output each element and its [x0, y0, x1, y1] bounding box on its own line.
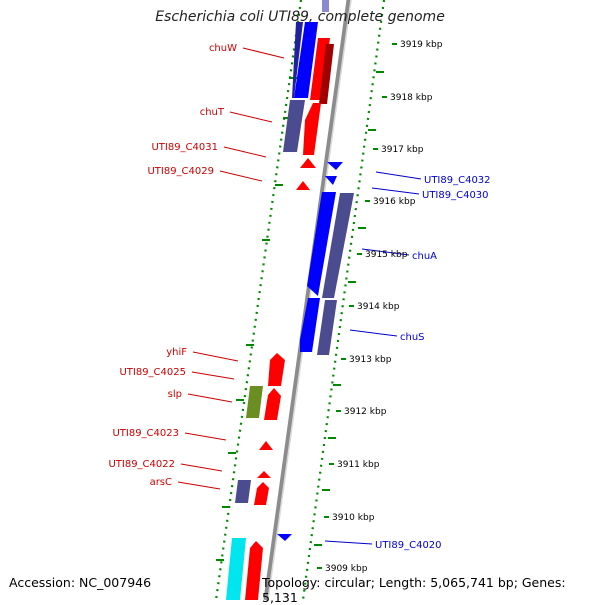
scale-tick-label: 3914 kbp [357, 302, 400, 312]
leader-line-right [361, 248, 410, 256]
scale-tick-label: 3909 kbp [325, 564, 368, 574]
leader-line-right [371, 187, 420, 195]
gene-label-right: chuA [412, 251, 437, 262]
scale-tick-label: 3912 kbp [344, 407, 387, 417]
leader-line-left [191, 371, 235, 380]
gene-label-right: chuS [400, 332, 425, 343]
leader-line-left [229, 111, 273, 123]
leader-line-left [242, 47, 285, 59]
gene-small-red [257, 471, 271, 478]
gene-shaded [283, 100, 305, 152]
gene-red [264, 388, 281, 420]
gene-label-left: UTI89_C4023 [112, 428, 179, 439]
gene-red [268, 353, 285, 386]
gene-label-left: UTI89_C4025 [119, 367, 186, 378]
leader-line-right [324, 540, 373, 545]
gene-label-right: UTI89_C4030 [422, 190, 489, 201]
leader-line-left [177, 481, 221, 490]
gene-red [245, 541, 263, 600]
scale-tick-label: 3911 kbp [337, 460, 380, 470]
page-title: Escherichia coli UTI89, complete genome [155, 9, 445, 25]
gene-shaded [235, 480, 251, 503]
leader-line-right [375, 171, 422, 180]
leader-line-left [223, 146, 267, 158]
leader-line-right [349, 329, 398, 337]
gene-label-right: UTI89_C4020 [375, 540, 442, 551]
axis-dots [214, 0, 397, 601]
gene-small-red [259, 441, 273, 450]
label-leader-lines [177, 47, 422, 545]
gene-red-shade [319, 44, 334, 104]
leader-line-left [219, 170, 263, 182]
right-axis-dots [301, 0, 386, 601]
gene-label-left: chuT [200, 107, 225, 118]
backbone-line [263, 0, 352, 601]
gene-shaded [317, 300, 337, 355]
scale-tick-label: 3918 kbp [390, 93, 433, 103]
gene-label-left: chuW [209, 43, 237, 54]
scale-tick-label: 3913 kbp [349, 355, 392, 365]
gene-blue [294, 22, 318, 98]
gene-features [226, 0, 354, 600]
gene-blue [300, 298, 320, 352]
labels: 3919 kbp 3918 kbp 3917 kbp 3916 kbp 3915 kbp… [108, 40, 490, 574]
gene-edge [292, 22, 303, 98]
scale-tick-label: 3915 kbp [365, 250, 408, 260]
gene-red [254, 482, 269, 505]
gene-red [303, 103, 321, 155]
gene-label-left: UTI89_C4029 [147, 166, 214, 177]
scale-tick-label: 3917 kbp [381, 145, 424, 155]
scale-tick-label: 3910 kbp [332, 513, 375, 523]
leader-line-left [192, 351, 239, 362]
gene-small-blue [277, 534, 292, 541]
gene-small-red [300, 158, 316, 168]
gene-label-left: slp [168, 389, 182, 400]
accession-text: Accession: NC_007946 [9, 575, 152, 590]
gene-shaded [322, 193, 354, 298]
leader-line-left [184, 432, 227, 441]
topology-text: Topology: circular; Length: 5,065,741 bp… [262, 575, 566, 605]
gene-cyan [226, 538, 246, 600]
leader-line-left [187, 393, 233, 403]
gene-blue [307, 192, 336, 296]
gene-label-left: UTI89_C4031 [151, 142, 218, 153]
gene-green [246, 386, 263, 418]
gene-small-blue [325, 176, 337, 185]
scale-tick-label: 3919 kbp [400, 40, 443, 50]
gene-label-right: UTI89_C4032 [424, 175, 491, 186]
gene-faded [322, 0, 329, 12]
gene-label-left: arsC [150, 477, 172, 488]
leader-line-left [180, 463, 223, 472]
gene-small-blue [327, 162, 343, 170]
scale-tick-label: 3916 kbp [373, 197, 416, 207]
left-axis-dots [214, 0, 303, 601]
gene-label-left: UTI89_C4022 [108, 459, 175, 470]
gene-label-left: yhiF [166, 347, 187, 358]
gene-small-red [296, 181, 310, 190]
